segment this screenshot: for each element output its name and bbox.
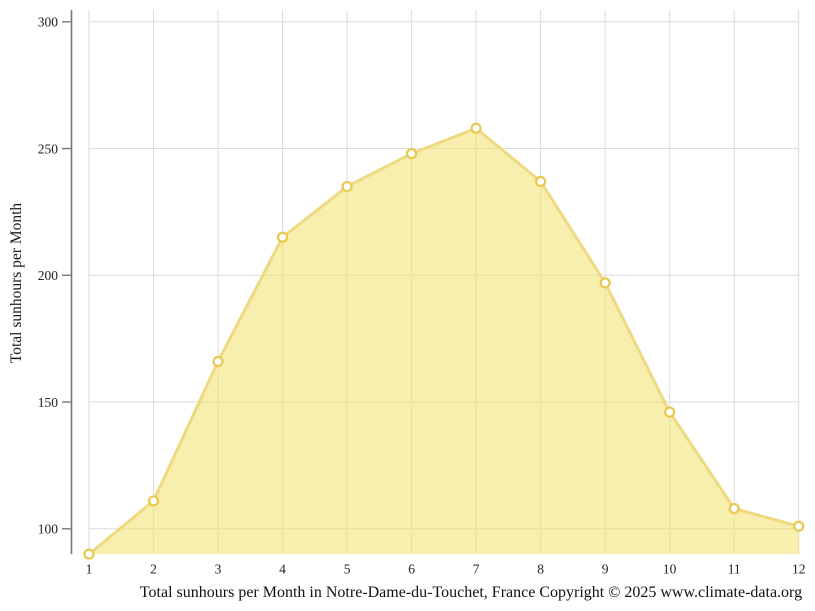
data-point-marker bbox=[535, 175, 547, 188]
y-tick-label: 250 bbox=[38, 141, 59, 156]
x-tick-label: 6 bbox=[408, 562, 415, 577]
data-point-marker bbox=[599, 277, 611, 289]
data-point-marker bbox=[793, 520, 805, 532]
x-tick-label: 7 bbox=[473, 562, 480, 577]
x-tick-label: 8 bbox=[537, 562, 544, 577]
data-point-marker bbox=[341, 180, 353, 193]
data-point-marker bbox=[470, 122, 482, 134]
y-tick-label: 200 bbox=[38, 268, 59, 283]
x-tick-label: 4 bbox=[279, 562, 286, 577]
x-tick-label: 3 bbox=[215, 562, 222, 577]
y-axis-title: Total sunhours per Month bbox=[8, 203, 25, 364]
y-tick-label: 300 bbox=[38, 15, 59, 30]
data-point-marker bbox=[83, 548, 95, 560]
x-tick-label: 2 bbox=[150, 562, 157, 577]
x-tick-label: 5 bbox=[344, 562, 351, 577]
x-tick-label: 11 bbox=[728, 562, 741, 577]
y-tick-label: 100 bbox=[38, 522, 59, 537]
data-point-marker bbox=[212, 355, 224, 368]
data-point-marker bbox=[147, 495, 160, 507]
data-point-marker bbox=[276, 231, 289, 243]
data-point-marker bbox=[406, 148, 418, 160]
x-tick-label: 1 bbox=[86, 562, 93, 577]
x-tick-label: 9 bbox=[602, 562, 609, 577]
y-tick-label: 150 bbox=[38, 395, 59, 410]
data-point-marker bbox=[728, 502, 740, 515]
chart-caption: Total sunhours per Month in Notre-Dame-d… bbox=[140, 584, 802, 601]
x-tick-label: 12 bbox=[792, 562, 806, 577]
area-fill bbox=[89, 128, 799, 555]
x-tick-label: 10 bbox=[663, 562, 677, 577]
data-point-marker bbox=[664, 406, 676, 418]
series-line bbox=[87, 126, 801, 556]
